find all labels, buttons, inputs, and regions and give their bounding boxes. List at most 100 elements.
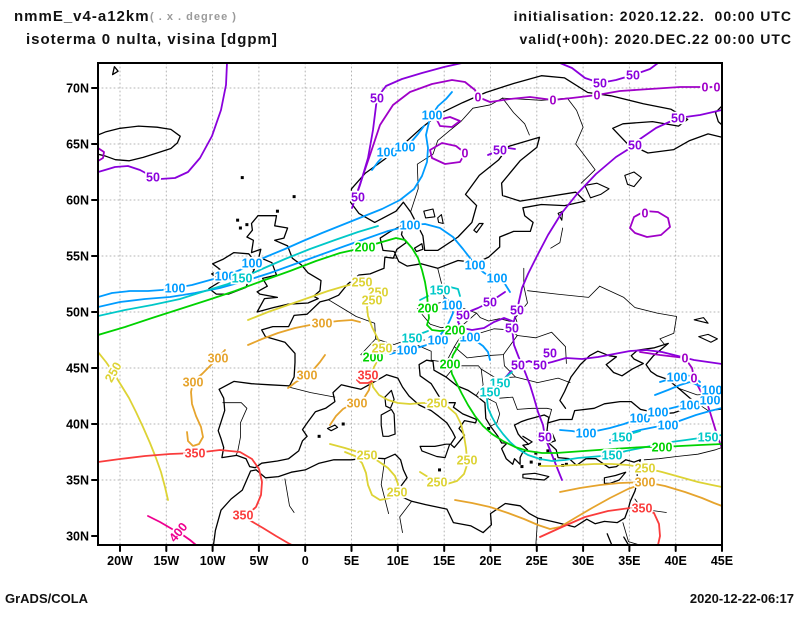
contour-label: 250 bbox=[457, 454, 478, 468]
contour-label: 100 bbox=[165, 282, 186, 296]
contour-label: 350 bbox=[233, 509, 254, 523]
contour-label: 50 bbox=[510, 304, 524, 318]
contour-label: 100 bbox=[658, 419, 679, 433]
contour-label: 200 bbox=[418, 302, 439, 316]
lat-tick-label: 45N bbox=[66, 362, 89, 376]
contour-label: 100 bbox=[700, 394, 721, 408]
grid-layer bbox=[98, 63, 722, 545]
contour-label: 100 bbox=[630, 412, 651, 426]
contour-label: 100 bbox=[667, 371, 688, 385]
contour-label: 100 bbox=[648, 406, 669, 420]
contour-label: 300 bbox=[347, 397, 368, 411]
lon-tick-label: 40E bbox=[665, 554, 687, 568]
lon-tick-label: 20E bbox=[479, 554, 501, 568]
contour-label: 100 bbox=[442, 299, 463, 313]
lon-tick-label: 0 bbox=[302, 554, 309, 568]
lon-tick-label: 10W bbox=[200, 554, 226, 568]
contour-label: 0 bbox=[682, 352, 689, 366]
creation-timestamp: 2020-12-22-06:17 bbox=[689, 591, 794, 606]
lon-tick-label: 15E bbox=[433, 554, 455, 568]
contour-label: 0 bbox=[691, 372, 698, 386]
island-dot bbox=[538, 462, 542, 466]
contour-label: 0 bbox=[475, 91, 482, 105]
contour-label: 100 bbox=[377, 146, 398, 160]
map-frame bbox=[97, 62, 723, 546]
contour-label: 300 bbox=[297, 369, 318, 383]
contour-label: 50 bbox=[538, 431, 552, 445]
contour-label: 250 bbox=[372, 342, 393, 356]
contour-label: 100 bbox=[487, 272, 508, 286]
model-name: nmmE_v4-a12km bbox=[14, 8, 150, 25]
contour-label: 300 bbox=[635, 476, 656, 490]
contour-label: 200 bbox=[652, 441, 673, 455]
island-dot bbox=[240, 176, 244, 180]
valid-time: valid(+00h): 2020.DEC.22 00:00 UTC bbox=[519, 31, 792, 47]
island-dot bbox=[520, 465, 524, 469]
island-dot bbox=[534, 451, 538, 455]
contour-label: 150 bbox=[602, 449, 623, 463]
lat-tick-label: 60N bbox=[66, 194, 89, 208]
contour-label: 0 bbox=[594, 89, 601, 103]
contour-label: 100 bbox=[397, 344, 418, 358]
island-dot bbox=[236, 218, 240, 222]
contour-label: 50 bbox=[456, 309, 470, 323]
island-dot bbox=[317, 434, 321, 438]
contour-label: 50 bbox=[593, 77, 607, 91]
border-layer bbox=[222, 97, 722, 545]
contour-label: 50 bbox=[626, 69, 640, 83]
contour-label: 250 bbox=[427, 476, 448, 490]
lat-tick-label: 35N bbox=[66, 474, 89, 488]
axis-layer: 70N 65N 60N 55N 50N 45N 40N 35N 30N 20W 15W 10W 5W 0 5… bbox=[66, 82, 733, 569]
contour-label: 250 bbox=[368, 286, 389, 300]
contour-label: 100 bbox=[465, 259, 486, 273]
island-dot bbox=[404, 491, 408, 495]
contour-label: 150 bbox=[430, 284, 451, 298]
island-dot bbox=[564, 462, 568, 466]
contour-label: 150 bbox=[232, 272, 253, 286]
coastline-layer bbox=[98, 66, 722, 545]
island-dot bbox=[238, 226, 242, 230]
grads-credit: GrADS/COLA bbox=[5, 591, 89, 606]
contour-layer bbox=[98, 63, 722, 545]
contour-label: 250 bbox=[102, 360, 125, 385]
contour-label: 150 bbox=[480, 386, 501, 400]
island-dot bbox=[546, 431, 550, 435]
lon-tick-label: 20W bbox=[107, 554, 133, 568]
lat-tick-label: 65N bbox=[66, 138, 89, 152]
lat-tick-label: 50N bbox=[66, 306, 89, 320]
contour-label: 100 bbox=[680, 399, 701, 413]
plot-title: isoterma 0 nulta, visina [dgpm] bbox=[26, 31, 278, 48]
contour-label: 350 bbox=[358, 369, 379, 383]
island-dot bbox=[341, 422, 345, 426]
lon-tick-label: 10E bbox=[387, 554, 409, 568]
contour-label: 300 bbox=[208, 352, 229, 366]
contour-label: 50 bbox=[671, 112, 685, 126]
island-dot bbox=[546, 449, 550, 453]
lon-tick-label: 25E bbox=[526, 554, 548, 568]
contour-label: 250 bbox=[352, 276, 373, 290]
contour-label: 50 bbox=[493, 144, 507, 158]
contour-label: 100 bbox=[428, 334, 449, 348]
lon-tick-label: 15W bbox=[153, 554, 179, 568]
contour-label: 50 bbox=[505, 322, 519, 336]
contour-label: 350 bbox=[632, 502, 653, 516]
contour-label: 200 bbox=[445, 324, 466, 338]
island-dot bbox=[487, 426, 491, 430]
contour-label: 100 bbox=[215, 270, 236, 284]
contour-label: 350 bbox=[185, 447, 206, 461]
contour-label: 200 bbox=[355, 241, 376, 255]
contour-label: 100 bbox=[395, 141, 416, 155]
contour-label: 250 bbox=[427, 397, 448, 411]
contour-label: 250 bbox=[635, 462, 656, 476]
contour-label: 400 bbox=[166, 520, 190, 545]
contour-label: 300 bbox=[312, 317, 333, 331]
lat-tick-label: 55N bbox=[66, 250, 89, 264]
island-dot bbox=[529, 460, 533, 464]
contour-label: 150 bbox=[490, 377, 511, 391]
lat-tick-label: 30N bbox=[66, 530, 89, 544]
contour-label: 250 bbox=[362, 294, 383, 308]
contour-label: 0 bbox=[714, 81, 721, 95]
contour-label: 250 bbox=[387, 486, 408, 500]
